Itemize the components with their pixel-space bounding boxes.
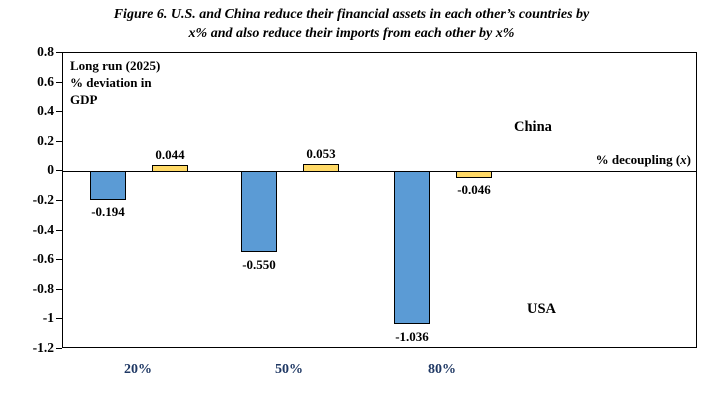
y-tick-label: 0 — [47, 162, 54, 178]
y-tick-label: -0.6 — [32, 251, 54, 267]
plot-note-line1: Long run (2025) — [70, 58, 161, 73]
y-tick-mark — [56, 289, 62, 290]
y-tick-mark — [56, 318, 62, 319]
x-axis-note-prefix: % decoupling ( — [595, 152, 681, 167]
figure-title: Figure 6. U.S. and China reduce their fi… — [0, 5, 703, 43]
plot-area: -0.194 0.044 -0.550 0.053 -1.036 -0.046 — [62, 52, 697, 348]
bar-value-label: -0.550 — [242, 257, 276, 272]
bar-value-label: -0.194 — [91, 204, 125, 219]
y-tick-mark — [56, 141, 62, 142]
y-tick-label: 0.6 — [37, 73, 54, 89]
y-tick-label: -0.8 — [32, 280, 54, 296]
bar-usa-50% — [241, 171, 277, 252]
bar-value-label: 0.044 — [155, 147, 185, 162]
y-tick-label: 0.2 — [37, 132, 54, 148]
y-tick-label: -1 — [42, 310, 54, 326]
x-tick-label: 20% — [124, 362, 152, 377]
y-tick-mark — [56, 52, 62, 53]
figure-title-line2: x% and also reduce their imports from ea… — [188, 26, 515, 41]
bar-usa-20% — [90, 171, 126, 200]
bar-value-label: -0.046 — [457, 182, 491, 197]
plot-note-line2: % deviation in — [70, 75, 152, 90]
x-axis-note: % decoupling (x) — [596, 152, 691, 168]
series-label-china: China — [514, 119, 552, 135]
bar-china-20% — [152, 165, 188, 172]
y-tick-mark — [56, 348, 62, 349]
y-tick-mark — [56, 82, 62, 83]
y-tick-mark — [56, 200, 62, 201]
x-axis-note-suffix: ) — [686, 152, 691, 167]
plot-note: Long run (2025) % deviation in GDP — [70, 57, 160, 108]
x-axis-note-var: x — [680, 152, 687, 167]
zero-axis-line — [63, 171, 696, 172]
bar-value-label: 0.053 — [306, 146, 336, 161]
y-tick-label: 0.8 — [37, 44, 54, 59]
y-tick-label: -1.2 — [32, 340, 54, 355]
y-tick-mark — [56, 170, 62, 171]
bar-value-label: -1.036 — [395, 329, 429, 344]
y-tick-mark — [56, 259, 62, 260]
y-tick-mark — [56, 230, 62, 231]
bar-china-80% — [456, 171, 492, 178]
x-tick-label: 50% — [275, 362, 303, 377]
x-tick-label: 80% — [428, 362, 456, 377]
figure-title-line1: Figure 6. U.S. and China reduce their fi… — [113, 7, 590, 22]
y-tick-label: -0.2 — [32, 192, 54, 207]
series-label-usa: USA — [527, 301, 557, 317]
bar-usa-80% — [394, 171, 430, 324]
plot-note-line3: GDP — [70, 92, 98, 107]
bar-china-50% — [303, 164, 339, 172]
y-tick-label: -0.4 — [32, 221, 54, 237]
y-tick-mark — [56, 111, 62, 112]
y-tick-label: 0.4 — [37, 103, 54, 119]
